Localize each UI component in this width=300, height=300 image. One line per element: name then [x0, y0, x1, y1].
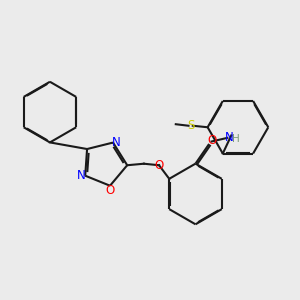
- Text: N: N: [224, 131, 233, 144]
- Text: N: N: [112, 136, 121, 149]
- Text: O: O: [208, 134, 217, 147]
- Text: N: N: [77, 169, 86, 182]
- Text: O: O: [105, 184, 115, 197]
- Text: H: H: [232, 134, 239, 144]
- Text: S: S: [187, 119, 195, 132]
- Text: O: O: [154, 159, 164, 172]
